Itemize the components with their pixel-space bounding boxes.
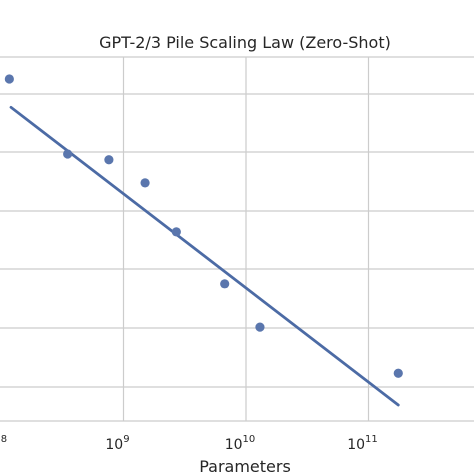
y-gridlines bbox=[0, 93, 474, 388]
fit-line-group bbox=[9, 105, 400, 407]
x-tick-labels: 108 109 1010 1011 bbox=[0, 434, 378, 453]
data-point bbox=[4, 74, 14, 84]
x-gridlines bbox=[122, 57, 370, 421]
data-point bbox=[104, 155, 114, 165]
chart-title: GPT-2/3 Pile Scaling Law (Zero-Shot) bbox=[99, 33, 391, 52]
x-tick-label: 108 bbox=[0, 434, 7, 453]
data-point bbox=[255, 322, 265, 332]
data-point bbox=[63, 149, 73, 159]
data-point bbox=[393, 368, 403, 378]
x-tick-label: 109 bbox=[105, 434, 129, 453]
x-axis-label: Parameters bbox=[199, 457, 291, 474]
x-tick-label: 1011 bbox=[347, 434, 378, 453]
plot-frame bbox=[0, 56, 474, 422]
fit-line bbox=[9, 105, 400, 407]
data-points bbox=[4, 74, 403, 378]
data-point bbox=[171, 227, 181, 237]
data-point bbox=[140, 178, 150, 188]
data-point bbox=[220, 279, 230, 289]
x-tick-label: 1010 bbox=[225, 434, 256, 453]
